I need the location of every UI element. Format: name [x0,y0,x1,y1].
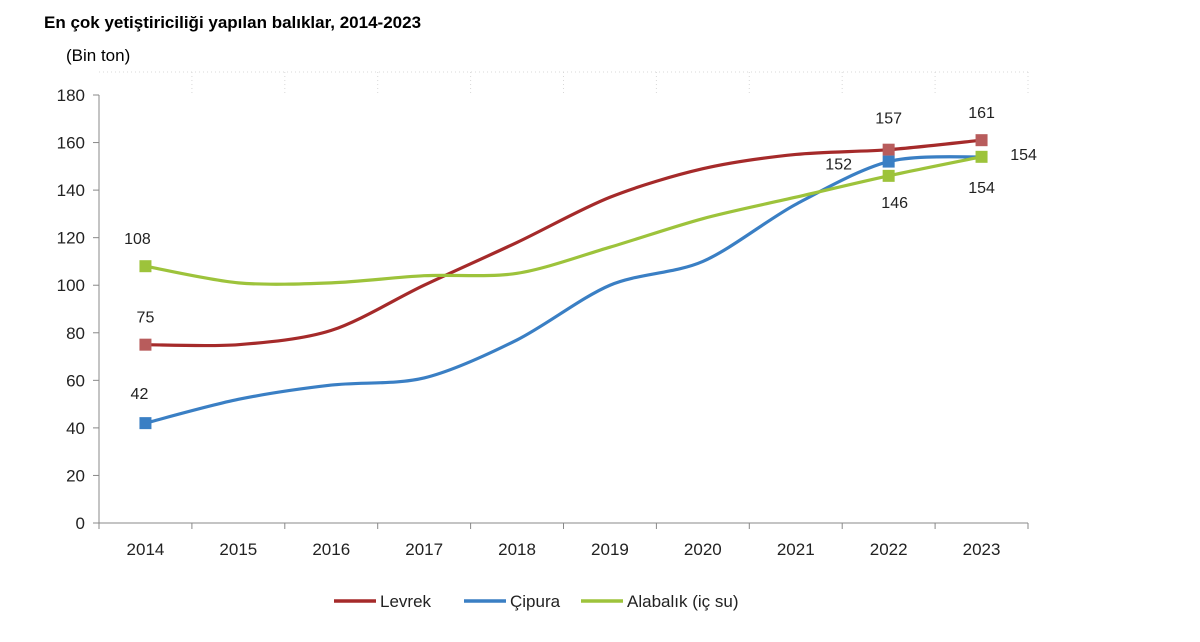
series-line-2 [145,155,982,286]
axes: 0 20 40 60 80 100 120 140 160 180 2014 2015 2016 2017… [57,86,1029,559]
x-tick-label: 2020 [684,540,722,559]
x-tick-label: 2018 [498,540,536,559]
legend-label: Çipura [510,592,561,611]
data-marker [139,338,152,351]
series-line-1 [145,155,982,425]
y-tick-label: 0 [76,514,85,533]
data-marker [882,155,895,168]
x-tick-label: 2019 [591,540,629,559]
x-tick-label: 2023 [963,540,1001,559]
data-marker [882,169,895,182]
x-tick-label: 2016 [312,540,350,559]
y-tick-label: 20 [66,466,85,485]
legend-item: Alabalık (iç su) [581,592,738,611]
data-labels: 75 157 161 42 152 154 108 146 154 [124,105,1037,403]
data-marker [139,417,152,430]
data-label: 161 [968,105,995,122]
data-label: 146 [881,195,908,212]
x-tick-label: 2021 [777,540,815,559]
y-tick-label: 80 [66,324,85,343]
data-label: 154 [968,180,995,197]
markers [139,134,988,430]
y-tick-label: 140 [57,181,85,200]
y-tick-label: 120 [57,229,85,248]
x-tick-label: 2022 [870,540,908,559]
y-tick-label: 60 [66,371,85,390]
gridlines [99,71,1029,95]
x-tick-label: 2017 [405,540,443,559]
data-marker [975,134,988,147]
x-tick-label: 2015 [219,540,257,559]
data-label: 157 [875,111,902,128]
data-label: 152 [825,157,852,174]
data-label: 75 [137,310,155,327]
data-label: 42 [131,386,149,403]
legend-label: Alabalık (iç su) [627,592,738,611]
data-label: 154 [1010,147,1037,164]
data-label: 108 [124,231,151,248]
y-tick-label: 100 [57,276,85,295]
data-marker [975,150,988,163]
chart-subtitle: (Bin ton) [66,46,131,65]
series-lines [145,138,982,425]
y-tick-label: 160 [57,134,85,153]
legend-item: Çipura [464,592,561,611]
series-line-0 [145,138,982,348]
data-marker [882,143,895,156]
data-marker [139,260,152,273]
x-tick-label: 2014 [127,540,165,559]
y-tick-label: 180 [57,86,85,105]
chart-title: En çok yetiştiriciliği yapılan balıklar,… [44,13,422,32]
legend-label: Levrek [380,592,432,611]
legend: Levrek Çipura Alabalık (iç su) [334,592,738,611]
y-tick-label: 40 [66,419,85,438]
legend-item: Levrek [334,592,432,611]
